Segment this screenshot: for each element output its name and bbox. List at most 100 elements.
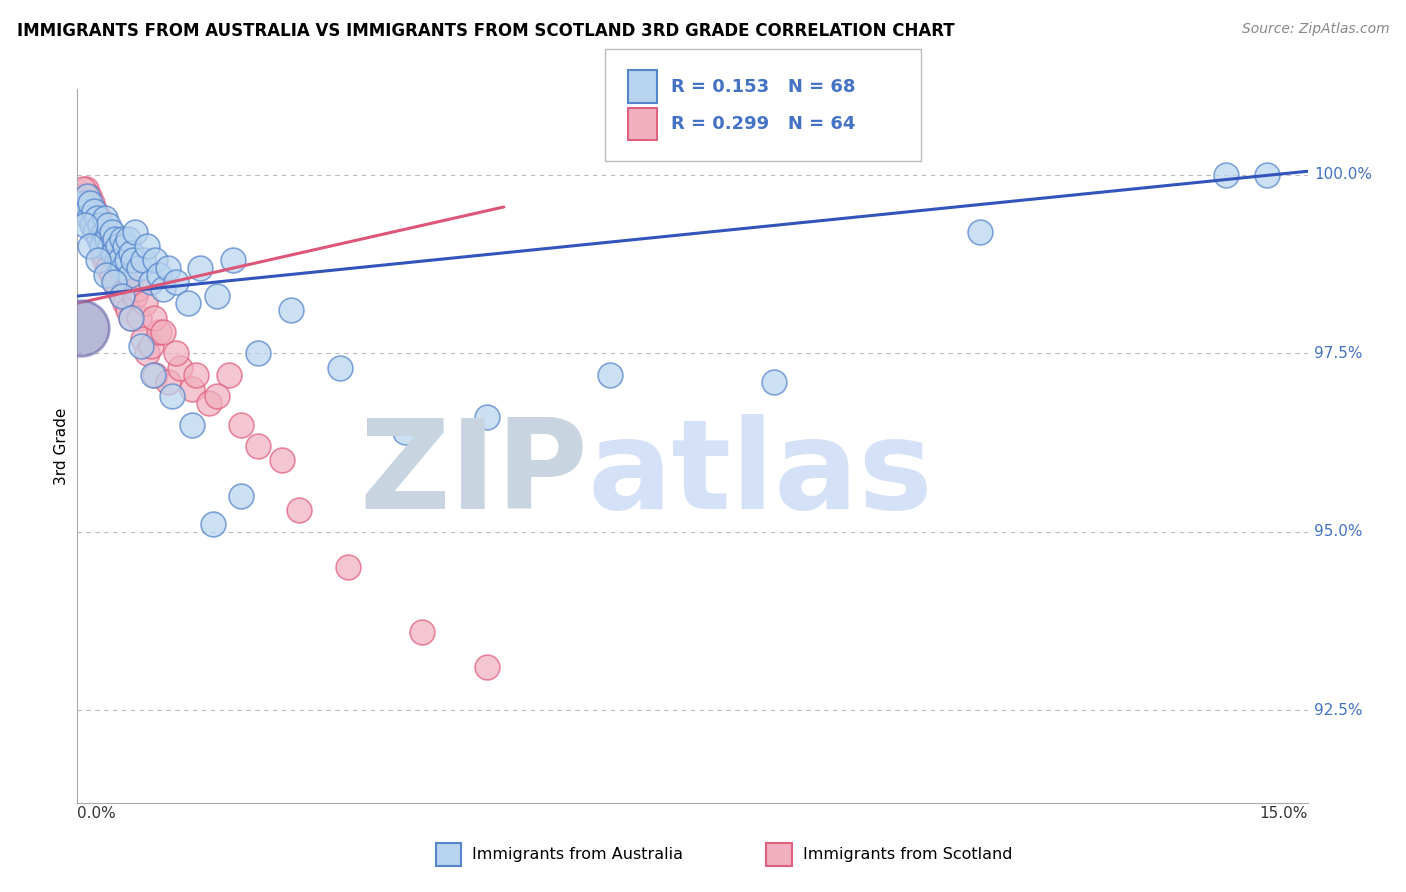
Point: [169, 360, 191, 375]
Point: [128, 260, 150, 275]
Point: [186, 368, 208, 382]
Point: [112, 268, 135, 282]
Point: [94, 211, 117, 225]
Text: 97.5%: 97.5%: [1315, 346, 1362, 360]
Point: [142, 368, 165, 382]
Point: [94, 268, 117, 282]
Point: [93, 225, 115, 239]
Point: [152, 325, 174, 339]
Point: [76, 203, 98, 218]
Point: [96, 232, 118, 246]
Y-axis label: 3rd Grade: 3rd Grade: [53, 408, 69, 484]
Point: [93, 225, 115, 239]
Text: 15.0%: 15.0%: [1260, 806, 1308, 822]
Point: [337, 560, 360, 574]
Text: Source: ZipAtlas.com: Source: ZipAtlas.com: [1241, 22, 1389, 37]
Point: [98, 239, 121, 253]
Point: [107, 239, 129, 253]
Text: R = 0.153   N = 68: R = 0.153 N = 68: [671, 78, 855, 95]
Point: [82, 218, 104, 232]
Point: [77, 189, 100, 203]
Point: [143, 368, 166, 382]
Point: [75, 203, 97, 218]
Point: [136, 346, 159, 360]
Point: [394, 425, 416, 439]
Point: [111, 232, 132, 246]
Text: Immigrants from Scotland: Immigrants from Scotland: [803, 847, 1012, 862]
Point: [143, 253, 166, 268]
Point: [69, 321, 91, 335]
Point: [127, 282, 149, 296]
Point: [83, 218, 105, 232]
Point: [477, 410, 499, 425]
Point: [73, 196, 96, 211]
Point: [86, 225, 108, 239]
Point: [156, 260, 179, 275]
Point: [77, 196, 100, 211]
Point: [128, 310, 150, 325]
Point: [118, 268, 141, 282]
Point: [111, 289, 134, 303]
Point: [76, 189, 98, 203]
Point: [156, 375, 179, 389]
Point: [222, 253, 245, 268]
Text: Immigrants from Australia: Immigrants from Australia: [472, 847, 683, 862]
Point: [79, 239, 101, 253]
Point: [103, 275, 125, 289]
Text: ZIP: ZIP: [359, 414, 588, 535]
Point: [188, 260, 212, 275]
Text: atlas: atlas: [588, 414, 934, 535]
Point: [87, 253, 110, 268]
Point: [86, 211, 108, 225]
Point: [118, 275, 141, 289]
Point: [141, 275, 163, 289]
Point: [477, 660, 499, 674]
Point: [599, 368, 621, 382]
Point: [93, 225, 115, 239]
Point: [90, 239, 114, 253]
Point: [115, 253, 138, 268]
Point: [122, 253, 145, 268]
Point: [280, 303, 302, 318]
Point: [103, 246, 125, 260]
Point: [108, 253, 131, 268]
Point: [107, 282, 129, 296]
Point: [142, 310, 165, 325]
Point: [108, 260, 131, 275]
Point: [246, 439, 269, 453]
Point: [84, 203, 107, 218]
Point: [134, 296, 156, 310]
Point: [90, 246, 114, 260]
Point: [72, 182, 94, 196]
Point: [124, 225, 146, 239]
Point: [75, 182, 97, 196]
Point: [246, 346, 269, 360]
Point: [165, 346, 187, 360]
Point: [73, 196, 96, 211]
Point: [197, 396, 219, 410]
Point: [111, 289, 132, 303]
Point: [89, 225, 111, 239]
Point: [79, 211, 101, 225]
Point: [201, 517, 224, 532]
Point: [114, 296, 136, 310]
Point: [136, 239, 159, 253]
Point: [132, 253, 155, 268]
Point: [205, 389, 228, 403]
Point: [83, 203, 105, 218]
Point: [70, 189, 93, 203]
Point: [115, 275, 138, 289]
Text: R = 0.299   N = 64: R = 0.299 N = 64: [671, 115, 855, 133]
Point: [105, 253, 128, 268]
Point: [141, 339, 163, 353]
Point: [411, 624, 433, 639]
Point: [94, 253, 117, 268]
Point: [181, 382, 204, 396]
Point: [110, 253, 132, 268]
Point: [969, 225, 991, 239]
Text: 100.0%: 100.0%: [1315, 168, 1372, 182]
Point: [177, 296, 200, 310]
Point: [329, 360, 352, 375]
Point: [1256, 168, 1278, 182]
Point: [101, 239, 124, 253]
